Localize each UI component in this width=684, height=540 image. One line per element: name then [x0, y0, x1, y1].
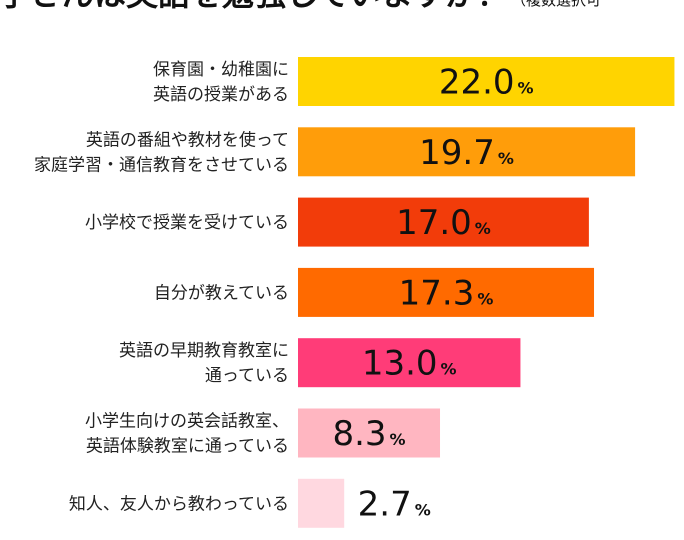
- value-percent-2: %: [498, 149, 514, 168]
- category-label-6-line-1: 小学生向けの英会話教室、: [85, 412, 289, 432]
- bar-3: [298, 197, 589, 247]
- value-number-5: 13.0: [362, 344, 438, 384]
- chart-title-note: （複数選択可: [511, 0, 602, 9]
- value-label-7: 2.7%: [358, 484, 431, 524]
- value-number-2: 19.7: [419, 133, 495, 173]
- value-label-6: 8.3%: [332, 414, 405, 454]
- value-number-4: 17.3: [399, 273, 475, 313]
- value-label-3: 17.0%: [396, 203, 491, 243]
- value-percent-6: %: [390, 430, 406, 449]
- category-label-1-line-1: 保育園・幼稚園に: [153, 60, 289, 80]
- value-percent-5: %: [441, 360, 457, 379]
- category-label-1-line-2: 英語の授業がある: [153, 85, 289, 105]
- value-number-1: 22.0: [439, 63, 515, 103]
- bar-4: [298, 267, 595, 317]
- category-label-3-line-1: 小学校で授業を受けている: [85, 213, 289, 233]
- value-percent-3: %: [475, 219, 491, 238]
- value-label-4: 17.3%: [399, 273, 494, 313]
- category-label-7-line-1: 知人、友人から教わっている: [69, 494, 289, 514]
- chart-title-text: お子さんは英語を勉強していますか？: [0, 0, 509, 13]
- category-label-4-line-1: 自分が教えている: [154, 283, 289, 303]
- value-label-1: 22.0%: [439, 63, 534, 103]
- category-label-5-line-2: 通っている: [205, 366, 289, 386]
- value-number-3: 17.0: [396, 203, 472, 243]
- bar-5: [298, 338, 521, 388]
- bar-7: [298, 478, 345, 528]
- value-percent-1: %: [518, 79, 534, 98]
- category-label-6-line-2: 英語体験教室に通っている: [86, 437, 289, 457]
- value-number-6: 8.3: [332, 414, 386, 454]
- value-percent-4: %: [477, 289, 493, 308]
- value-label-2: 19.7%: [419, 133, 514, 173]
- value-percent-7: %: [415, 500, 431, 519]
- chart-title: お子さんは英語を勉強していますか？（複数選択可: [0, 0, 601, 10]
- category-label-5-line-1: 英語の早期教育教室に: [119, 341, 289, 361]
- category-label-2-line-1: 英語の番組や教材を使って: [86, 129, 289, 150]
- bar-6: [298, 408, 441, 458]
- bar-2: [298, 127, 636, 177]
- category-label-2-line-2: 家庭学習・通信教育をさせている: [34, 155, 289, 175]
- value-number-7: 2.7: [358, 484, 412, 524]
- bar-1: [298, 57, 675, 106]
- value-label-5: 13.0%: [362, 344, 457, 384]
